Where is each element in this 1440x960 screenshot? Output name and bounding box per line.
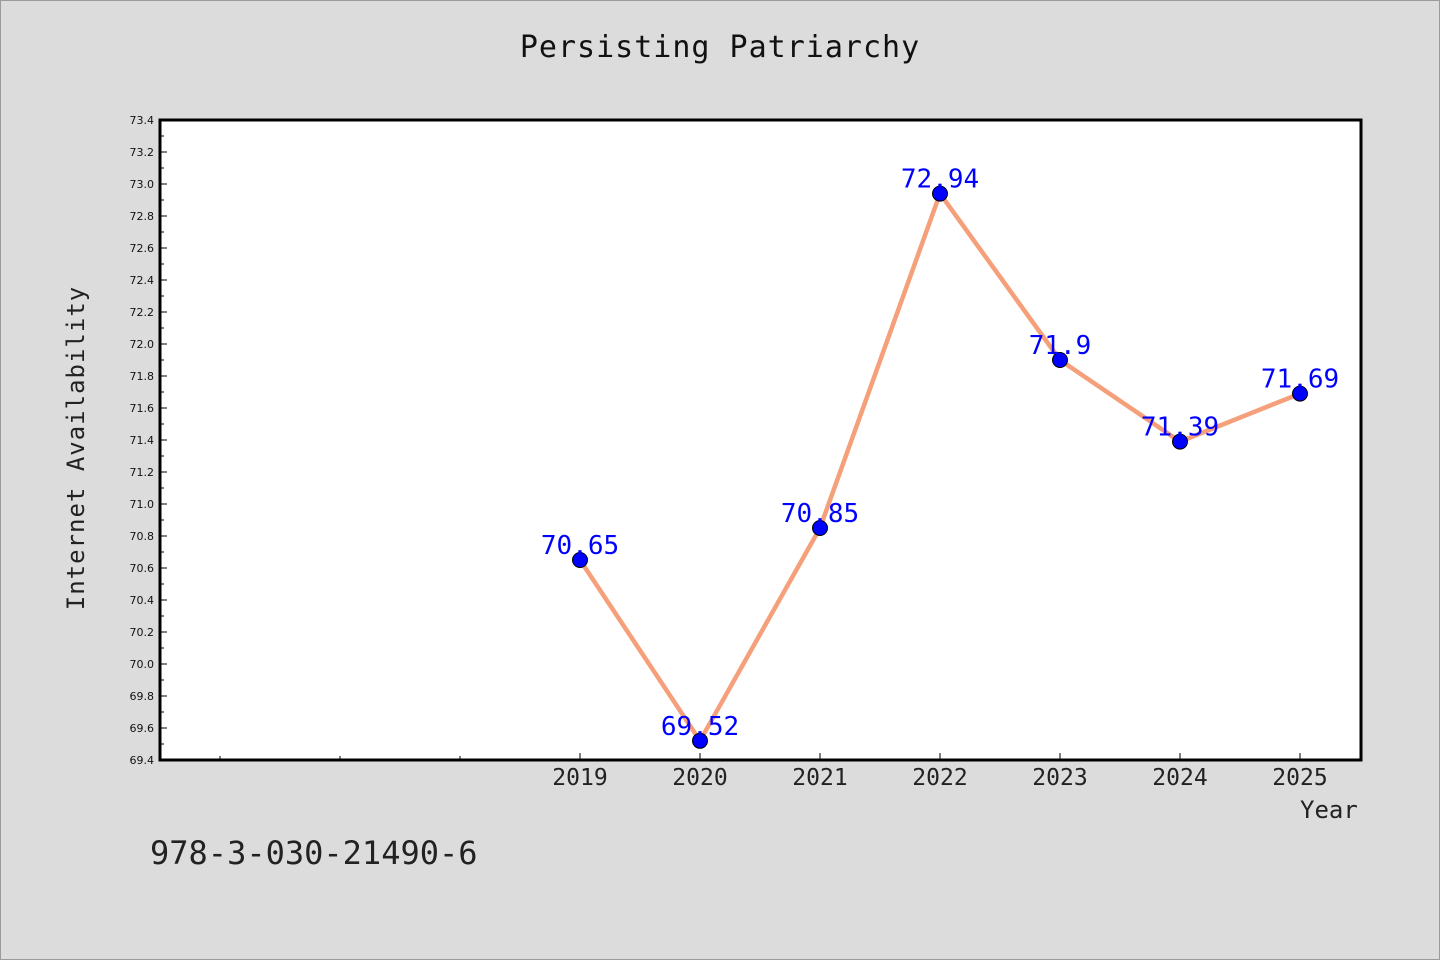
x-axis-label: Year (1300, 796, 1358, 824)
data-label: 72.94 (901, 165, 979, 195)
x-tick-label: 2025 (1272, 765, 1327, 791)
y-tick-label: 70.4 (130, 594, 155, 607)
data-label: 71.69 (1261, 365, 1339, 395)
plot-area (158, 118, 1363, 762)
data-label: 70.85 (781, 499, 859, 529)
y-tick-label: 70.6 (130, 562, 155, 575)
y-tick-label: 69.4 (130, 754, 155, 767)
data-point (1292, 385, 1308, 402)
y-tick-label: 73.4 (130, 114, 155, 127)
y-tick-label: 73.2 (130, 146, 155, 159)
data-point (932, 185, 948, 202)
data-point (572, 552, 588, 568)
y-tick-label: 71.0 (130, 498, 155, 511)
data-point (692, 732, 708, 749)
x-axis-ticks: 2019 2020 2021 2022 2023 2024 2025 (219, 753, 1328, 791)
y-tick-label: 72.8 (130, 210, 155, 223)
y-tick-label: 71.4 (130, 434, 155, 447)
data-label: 71.9 (1029, 331, 1092, 361)
x-tick-label: 2023 (1032, 765, 1087, 791)
x-tick-label: 2020 (672, 765, 727, 791)
y-tick-label: 72.6 (130, 242, 155, 255)
y-tick-label: 71.2 (130, 466, 155, 479)
y-tick-label: 70.2 (130, 626, 155, 639)
y-tick-label: 70.8 (130, 530, 155, 543)
data-point (1172, 433, 1188, 450)
y-tick-label: 72.2 (130, 306, 155, 319)
y-tick-label: 70.0 (130, 658, 155, 671)
y-tick-label: 71.8 (130, 370, 155, 383)
x-tick-label: 2019 (552, 765, 607, 791)
y-tick-label: 69.6 (130, 722, 155, 735)
data-point (812, 520, 828, 536)
y-tick-label: 69.8 (130, 690, 155, 703)
y-axis-ticks: 69.4 69.6 69.8 70.0 70.2 70.4 70.6 70.8 71.0 71.2… (130, 114, 167, 767)
data-label: 70.65 (541, 531, 619, 561)
y-tick-label: 73.0 (130, 178, 155, 191)
x-tick-label: 2021 (792, 765, 847, 791)
x-tick-label: 2022 (912, 765, 967, 791)
y-tick-label: 72.0 (130, 338, 155, 351)
y-tick-label: 72.4 (130, 274, 155, 287)
x-tick-label: 2024 (1152, 765, 1207, 791)
data-label: 71.39 (1141, 413, 1219, 443)
series-layer: 70.65 69.52 70.85 72.94 71.9 71.39 71.69 (541, 165, 1339, 749)
y-tick-label: 71.6 (130, 402, 155, 415)
chart-title: Persisting Patriarchy (519, 30, 921, 65)
data-point (1052, 352, 1068, 368)
data-label: 69.52 (661, 712, 739, 742)
isbn-code: 978-3-030-21490-6 (150, 834, 478, 872)
